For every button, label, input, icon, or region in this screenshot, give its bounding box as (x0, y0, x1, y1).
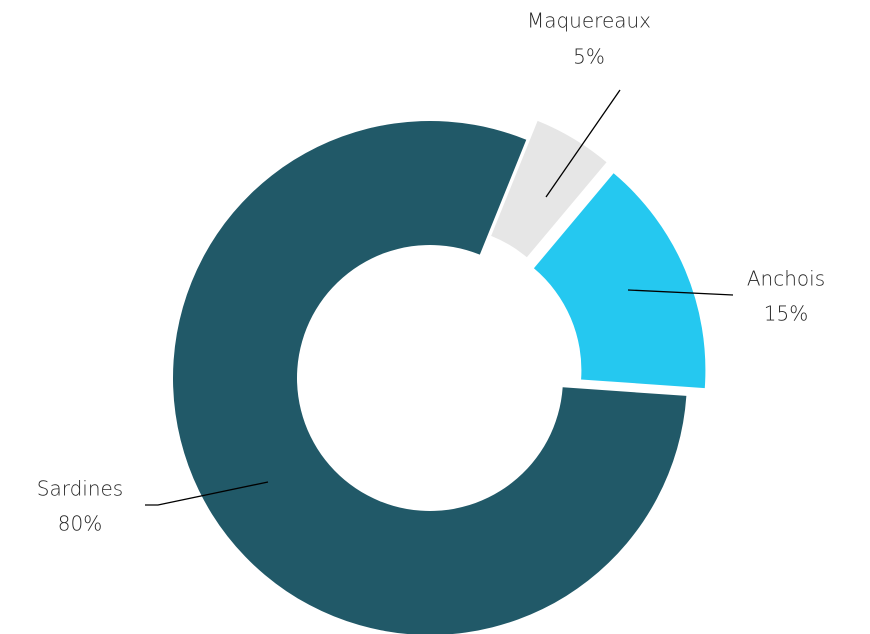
slice-label: Sardines (37, 477, 123, 501)
slice-label: Maquereaux (527, 9, 651, 33)
donut-slice (491, 120, 607, 258)
leader-line (627, 289, 734, 296)
slice-value-label: 80% (58, 512, 102, 536)
leader-line (145, 481, 269, 506)
donut-slice (173, 121, 687, 634)
leader-line (545, 89, 621, 198)
slice-value-label: 5% (573, 45, 605, 69)
slice-label: Anchois (747, 267, 825, 291)
slice-value-label: 15% (764, 302, 808, 326)
donut-slice (533, 173, 706, 389)
